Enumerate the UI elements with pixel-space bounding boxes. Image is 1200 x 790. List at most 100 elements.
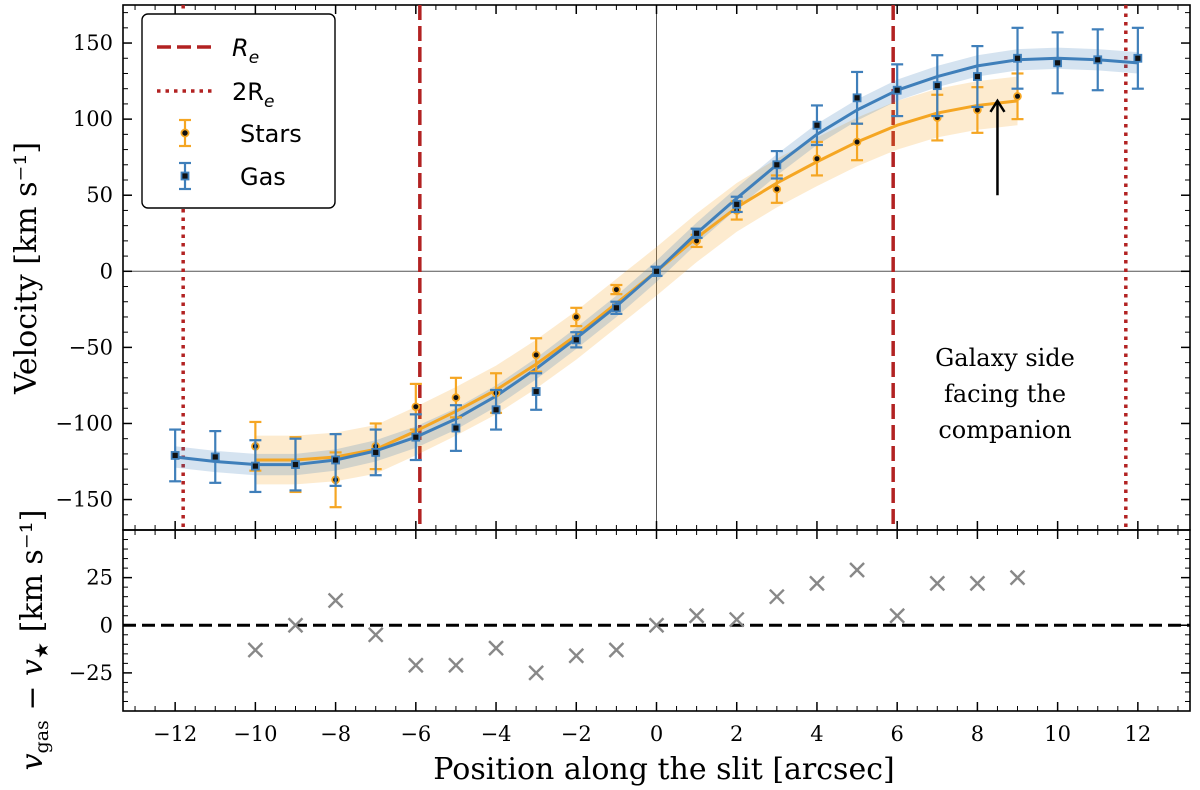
residual-panel-frame	[122, 529, 1191, 712]
legend-re-label: Re	[232, 34, 259, 68]
gas-marker	[1133, 53, 1143, 63]
legend-box	[141, 13, 336, 209]
gas-point	[209, 429, 222, 484]
gas-marker	[652, 266, 661, 276]
residual-marker	[728, 611, 745, 628]
residual-marker-stroke	[488, 640, 504, 656]
gas-point	[490, 388, 503, 431]
residual-tick-label: 0	[100, 613, 113, 637]
x-tick-label: 6	[890, 722, 903, 746]
gas-point	[1051, 31, 1064, 95]
residual-marker-stroke	[889, 607, 906, 624]
residual-tick-label: 25	[86, 566, 113, 590]
gas-point	[891, 63, 904, 118]
residual-marker-stroke	[1009, 569, 1026, 586]
gas-point	[931, 54, 944, 118]
residual-marker-stroke	[849, 562, 865, 578]
residual-marker	[809, 575, 825, 592]
gas-marker	[1013, 53, 1022, 63]
gas-marker	[331, 455, 340, 465]
velocity-axis-ticks: −150 −100 −50 0 50 100 150	[55, 12, 1190, 516]
gas-point	[1091, 28, 1104, 92]
gas-point	[169, 428, 182, 483]
gas-marker	[611, 303, 621, 313]
residual-marker	[407, 657, 424, 674]
residual-marker	[969, 575, 986, 592]
y-tick-label: −100	[55, 411, 113, 435]
residual-marker	[608, 642, 625, 658]
gas-marker	[411, 432, 421, 442]
residual-points	[247, 562, 1026, 681]
velocity-panel: −150 −100 −50 0 50 100 150 Galaxy side facing …	[9, 4, 1191, 531]
y-tick-label: 0	[100, 259, 113, 283]
gas-point	[690, 227, 703, 239]
stars-point	[610, 283, 623, 296]
gas-point	[851, 70, 864, 125]
gas-marker	[732, 199, 742, 209]
gas-point	[369, 428, 382, 477]
legend-gas-swatch	[179, 161, 191, 191]
model-bands	[175, 47, 1138, 485]
gas-point	[770, 149, 783, 180]
position-axis-ticks: −12 −10 −8 −6 −4 −2 0 2 4 6 8 10 12	[134, 5, 1179, 746]
legend-stars-swatch	[179, 118, 191, 148]
residual-marker-stroke	[929, 575, 946, 592]
stars-marker	[411, 402, 421, 412]
data-points	[169, 26, 1144, 509]
y-tick-label: 150	[73, 31, 113, 55]
x-tick-label: 2	[730, 722, 743, 746]
residual-marker	[247, 642, 264, 658]
gas-point	[570, 331, 583, 349]
gas-point	[289, 437, 302, 492]
residual-marker	[929, 575, 946, 592]
gas-marker	[772, 160, 782, 170]
gas-marker	[932, 81, 942, 91]
stars-marker	[1013, 92, 1022, 101]
gas-point	[730, 195, 743, 214]
stars-marker	[531, 350, 541, 360]
residual-marker-stroke	[367, 626, 384, 643]
residual-marker	[768, 588, 785, 605]
residual-axis-ticks: −25 0 25	[69, 539, 1190, 702]
residual-marker-stroke	[768, 588, 785, 605]
gas-point	[409, 413, 422, 462]
velocity-axis-title: Velocity [km s⁻¹]	[9, 142, 44, 395]
residual-tick-label: −25	[69, 661, 113, 685]
gas-marker	[1053, 58, 1063, 68]
residual-marker	[448, 657, 464, 674]
stars-marker	[812, 154, 822, 163]
stars-marker	[612, 285, 621, 294]
annotation-line-1: Galaxy side	[935, 344, 1075, 372]
gas-model-band	[175, 47, 1138, 476]
gas-marker	[692, 228, 702, 238]
y-tick-label: −50	[69, 335, 113, 359]
annotation-arrow-head	[989, 98, 1006, 113]
legend-stars-label: Stars	[240, 120, 302, 148]
stars-marker	[772, 184, 782, 194]
gas-marker	[1093, 55, 1103, 65]
gas-point	[1131, 26, 1144, 90]
gas-marker	[210, 452, 220, 462]
stars-marker	[571, 312, 581, 322]
residual-marker-stroke	[327, 592, 344, 609]
residual-marker-stroke	[809, 575, 825, 592]
gas-point	[530, 372, 543, 411]
residual-marker-stroke	[648, 617, 665, 634]
x-tick-label: 4	[810, 722, 823, 746]
gas-marker	[973, 72, 982, 81]
gas-marker	[491, 405, 501, 415]
gas-point	[249, 439, 262, 494]
residual-marker	[528, 665, 545, 681]
residual-marker-stroke	[688, 607, 705, 624]
y-tick-label: 100	[73, 107, 113, 131]
residual-marker	[889, 607, 906, 624]
residual-panel: −25 0 25 vgas − v★ [km s⁻¹]	[15, 510, 1191, 770]
y-tick-label: −150	[55, 488, 113, 512]
residual-marker-stroke	[528, 665, 545, 681]
x-tick-label: −12	[153, 722, 197, 746]
stars-model-band	[255, 76, 1018, 485]
residual-marker	[488, 640, 504, 656]
residual-marker-stroke	[728, 611, 745, 628]
gas-marker	[852, 93, 862, 103]
